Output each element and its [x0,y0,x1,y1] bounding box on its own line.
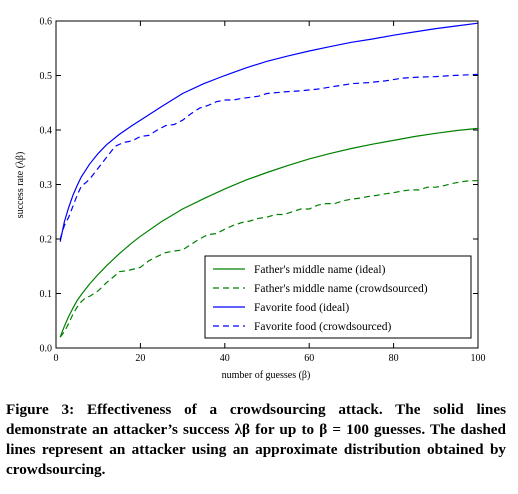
x-tick-label: 0 [54,353,59,364]
series-line-2 [59,180,478,338]
legend-label: Father's middle name (ideal) [254,264,386,276]
y-tick-label: 0.0 [40,344,53,355]
x-tick-label: 60 [304,353,314,364]
y-tick-label: 0.3 [40,180,53,191]
x-tick-label: 80 [389,353,399,364]
legend-box [204,255,472,339]
y-axis-ticks: 0.0 0.1 0.2 0.3 0.4 0.5 0.6 [40,17,478,355]
y-tick-label: 0.4 [40,126,53,137]
y-tick-label: 0.5 [40,71,53,82]
x-tick-label: 20 [135,353,145,364]
legend-label: Father's middle name (crowdsourced) [254,283,428,295]
legend: Father's middle name (ideal) Father's mid… [204,255,472,339]
legend-label: Favorite food (ideal) [254,302,349,314]
x-axis-label: number of guesses (β) [222,370,311,381]
series-line-1 [59,127,479,338]
legend-label: Favorite food (crowdsourced) [254,321,391,333]
figure-caption: Figure 3: Effectiveness of a crowdsourci… [6,401,506,478]
x-tick-label: 100 [471,353,486,364]
y-tick-label: 0.2 [40,235,53,246]
y-axis-label: success rate (λβ) [15,152,26,219]
y-tick-label: 0.1 [40,289,53,300]
x-tick-label: 40 [220,353,230,364]
y-tick-label: 0.6 [40,17,53,28]
series-line-3 [59,22,479,242]
series-lines [59,22,479,338]
line-chart: 0 20 40 60 80 100 0.0 0.1 0.2 0.3 0.4 0.5 0.6 numbe… [15,17,486,382]
series-line-4 [59,73,479,240]
x-axis-ticks: 0 20 40 60 80 100 [54,21,486,364]
